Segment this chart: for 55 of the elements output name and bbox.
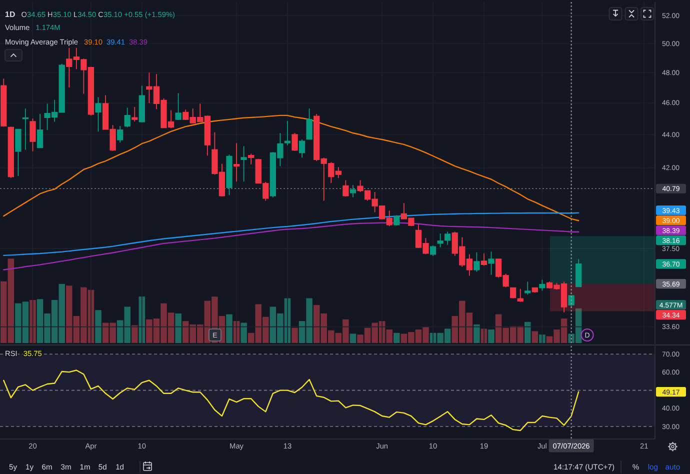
candlestick [568,295,574,308]
candlestick [510,287,516,299]
candlestick [132,106,138,122]
candlestick [539,279,546,292]
candlestick [175,92,182,120]
bar [474,324,480,343]
bar [240,322,247,343]
text: 1D [5,10,16,20]
bar [394,332,400,343]
candlestick [248,153,254,165]
bar [95,310,102,343]
bar [532,331,538,343]
candlestick [226,154,232,196]
bar [292,328,298,343]
candlestick [517,288,524,302]
bar [175,313,182,343]
candlestick [292,132,298,152]
candlestick [240,146,247,182]
candlestick [36,113,44,148]
bar [132,325,138,343]
bar [488,329,494,343]
candlestick [430,245,436,256]
candlestick [394,214,400,226]
candlestick [524,281,531,296]
candlestick [488,251,494,276]
candlestick [298,139,306,158]
candlestick [306,108,312,140]
candlestick [532,287,538,294]
candlestick [30,118,36,152]
bar [539,334,546,343]
bar [30,300,36,343]
candlestick [233,142,240,182]
candlestick [95,96,102,132]
candlestick [474,252,480,272]
candlestick [124,107,130,128]
bar [226,314,232,343]
candlestick [8,126,14,178]
candlestick [0,78,7,128]
candlestick [15,128,22,176]
candlestick [350,184,356,198]
line-series [3,222,580,270]
line-series [3,114,580,222]
candlestick [117,125,124,143]
candlestick [444,231,451,246]
candlestick [342,180,349,197]
candlestick [138,85,145,123]
candlestick [437,233,444,248]
candlestick [284,120,291,146]
candlestick [22,108,29,150]
candlestick [480,252,488,266]
candlestick [576,258,582,288]
line-series [3,212,580,256]
bar [524,322,531,343]
line-series [3,370,580,432]
bar [350,334,356,343]
